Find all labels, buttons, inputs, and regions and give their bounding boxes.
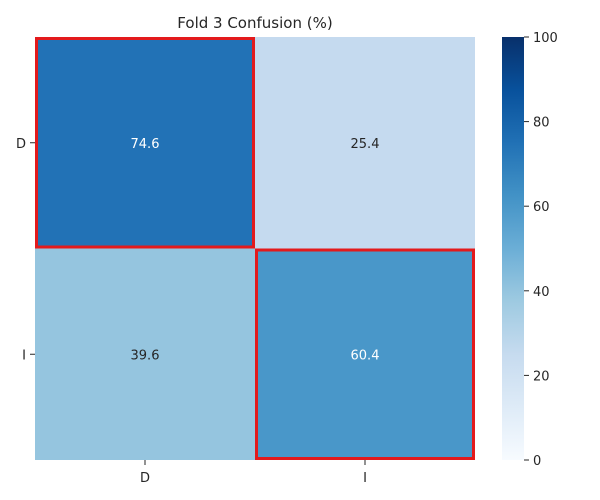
cell-value-label: 39.6 — [131, 348, 160, 363]
colorbar-tick-label: 0 — [533, 454, 541, 469]
heatmap-cell — [255, 37, 475, 249]
y-tick-label: I — [22, 348, 26, 363]
highlight-box — [35, 37, 255, 249]
x-tick-label: I — [363, 471, 367, 486]
highlight-box — [255, 248, 475, 460]
colorbar-tick-label: 20 — [533, 369, 550, 384]
cell-value-label: 60.4 — [351, 348, 380, 363]
colorbar-gradient — [502, 37, 524, 460]
y-tick-label: D — [16, 137, 26, 152]
chart-title: Fold 3 Confusion (%) — [177, 14, 332, 32]
cell-value-label: 74.6 — [131, 137, 160, 152]
heatmap-cell — [255, 248, 475, 460]
heatmap-cells: 74.6 25.4 39.6 60.4 — [35, 37, 475, 460]
cell-value-label: 25.4 — [351, 137, 380, 152]
colorbar-tick-label: 40 — [533, 285, 550, 300]
x-tick-label: D — [140, 471, 150, 486]
colorbar-tick-label: 80 — [533, 116, 550, 131]
colorbar: 0 20 40 60 80 100 — [502, 31, 558, 469]
heatmap-cell — [35, 248, 255, 460]
y-axis: DI — [16, 137, 35, 363]
colorbar-tick-label: 60 — [533, 200, 550, 215]
heatmap-cell — [35, 37, 255, 249]
highlight-boxes — [35, 37, 475, 460]
colorbar-tick-label: 100 — [533, 31, 558, 46]
